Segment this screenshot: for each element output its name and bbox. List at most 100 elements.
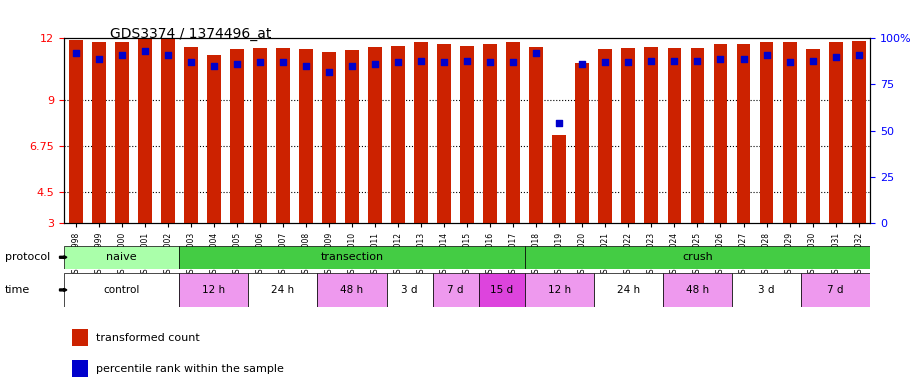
Text: naive: naive bbox=[106, 252, 137, 262]
Bar bbox=[714, 43, 727, 223]
Point bbox=[644, 58, 659, 64]
Text: 24 h: 24 h bbox=[271, 285, 294, 295]
Text: control: control bbox=[104, 285, 140, 295]
Point bbox=[299, 63, 313, 69]
Bar bbox=[484, 43, 497, 223]
Bar bbox=[575, 63, 589, 223]
Point bbox=[160, 52, 175, 58]
Bar bbox=[161, 40, 175, 223]
Text: crush: crush bbox=[682, 252, 713, 262]
Point bbox=[506, 59, 520, 65]
Point bbox=[782, 59, 797, 65]
Point bbox=[736, 56, 751, 62]
Bar bbox=[645, 46, 659, 223]
Text: 48 h: 48 h bbox=[686, 285, 709, 295]
FancyBboxPatch shape bbox=[180, 273, 248, 307]
Point bbox=[437, 59, 452, 65]
FancyBboxPatch shape bbox=[180, 246, 525, 269]
FancyBboxPatch shape bbox=[802, 273, 870, 307]
Bar bbox=[72, 360, 88, 377]
Text: GDS3374 / 1374496_at: GDS3374 / 1374496_at bbox=[110, 27, 271, 41]
Bar bbox=[736, 43, 750, 223]
FancyBboxPatch shape bbox=[318, 273, 387, 307]
Bar bbox=[69, 40, 82, 223]
FancyBboxPatch shape bbox=[732, 273, 802, 307]
Point bbox=[322, 68, 336, 74]
Point bbox=[621, 59, 636, 65]
Text: 7 d: 7 d bbox=[827, 285, 844, 295]
Point bbox=[92, 56, 106, 62]
Point bbox=[137, 48, 152, 55]
FancyBboxPatch shape bbox=[387, 273, 432, 307]
Point bbox=[690, 58, 704, 64]
Point bbox=[391, 59, 406, 65]
Point bbox=[276, 59, 290, 65]
Bar bbox=[759, 43, 773, 223]
Point bbox=[714, 56, 728, 62]
Bar bbox=[829, 43, 843, 223]
Point bbox=[183, 59, 198, 65]
Text: 7 d: 7 d bbox=[447, 285, 463, 295]
Text: 3 d: 3 d bbox=[758, 285, 775, 295]
Point bbox=[344, 63, 359, 69]
Bar bbox=[345, 50, 359, 223]
Bar bbox=[668, 48, 682, 223]
Bar bbox=[184, 46, 198, 223]
Point bbox=[598, 59, 613, 65]
FancyBboxPatch shape bbox=[525, 273, 594, 307]
Text: time: time bbox=[5, 285, 30, 295]
Bar bbox=[137, 36, 152, 223]
Text: 24 h: 24 h bbox=[616, 285, 640, 295]
Bar bbox=[782, 43, 797, 223]
Bar bbox=[852, 41, 866, 223]
FancyBboxPatch shape bbox=[525, 246, 870, 269]
Bar bbox=[276, 48, 289, 223]
FancyBboxPatch shape bbox=[432, 273, 479, 307]
Bar bbox=[72, 329, 88, 346]
Bar bbox=[322, 52, 336, 223]
Point bbox=[759, 52, 774, 58]
Point bbox=[206, 63, 221, 69]
Point bbox=[253, 59, 267, 65]
Bar bbox=[598, 49, 612, 223]
Bar bbox=[114, 43, 128, 223]
Bar bbox=[230, 49, 244, 223]
Point bbox=[828, 54, 843, 60]
Text: 48 h: 48 h bbox=[341, 285, 364, 295]
Point bbox=[529, 50, 543, 56]
FancyBboxPatch shape bbox=[64, 246, 180, 269]
Bar bbox=[414, 43, 428, 223]
Bar bbox=[437, 43, 451, 223]
Text: 15 d: 15 d bbox=[490, 285, 513, 295]
Point bbox=[851, 52, 866, 58]
Text: transection: transection bbox=[321, 252, 384, 262]
Point bbox=[575, 61, 590, 67]
Bar bbox=[368, 46, 382, 223]
Point bbox=[367, 61, 382, 67]
FancyBboxPatch shape bbox=[663, 273, 732, 307]
Point bbox=[460, 58, 474, 64]
Bar bbox=[299, 49, 313, 223]
Point bbox=[230, 61, 245, 67]
Bar bbox=[529, 46, 543, 223]
Text: 3 d: 3 d bbox=[401, 285, 418, 295]
Bar bbox=[806, 49, 820, 223]
Bar bbox=[207, 55, 221, 223]
Bar bbox=[552, 135, 566, 223]
Bar bbox=[391, 46, 405, 223]
Text: transformed count: transformed count bbox=[96, 333, 200, 343]
FancyBboxPatch shape bbox=[248, 273, 318, 307]
Point bbox=[69, 50, 83, 56]
Bar bbox=[460, 46, 474, 223]
FancyBboxPatch shape bbox=[479, 273, 525, 307]
Bar bbox=[507, 43, 520, 223]
Point bbox=[114, 52, 129, 58]
Bar bbox=[621, 48, 636, 223]
Point bbox=[805, 58, 820, 64]
Point bbox=[483, 59, 497, 65]
Bar bbox=[691, 48, 704, 223]
Bar bbox=[253, 48, 267, 223]
Point bbox=[414, 58, 429, 64]
Text: 12 h: 12 h bbox=[548, 285, 571, 295]
Bar bbox=[92, 43, 105, 223]
